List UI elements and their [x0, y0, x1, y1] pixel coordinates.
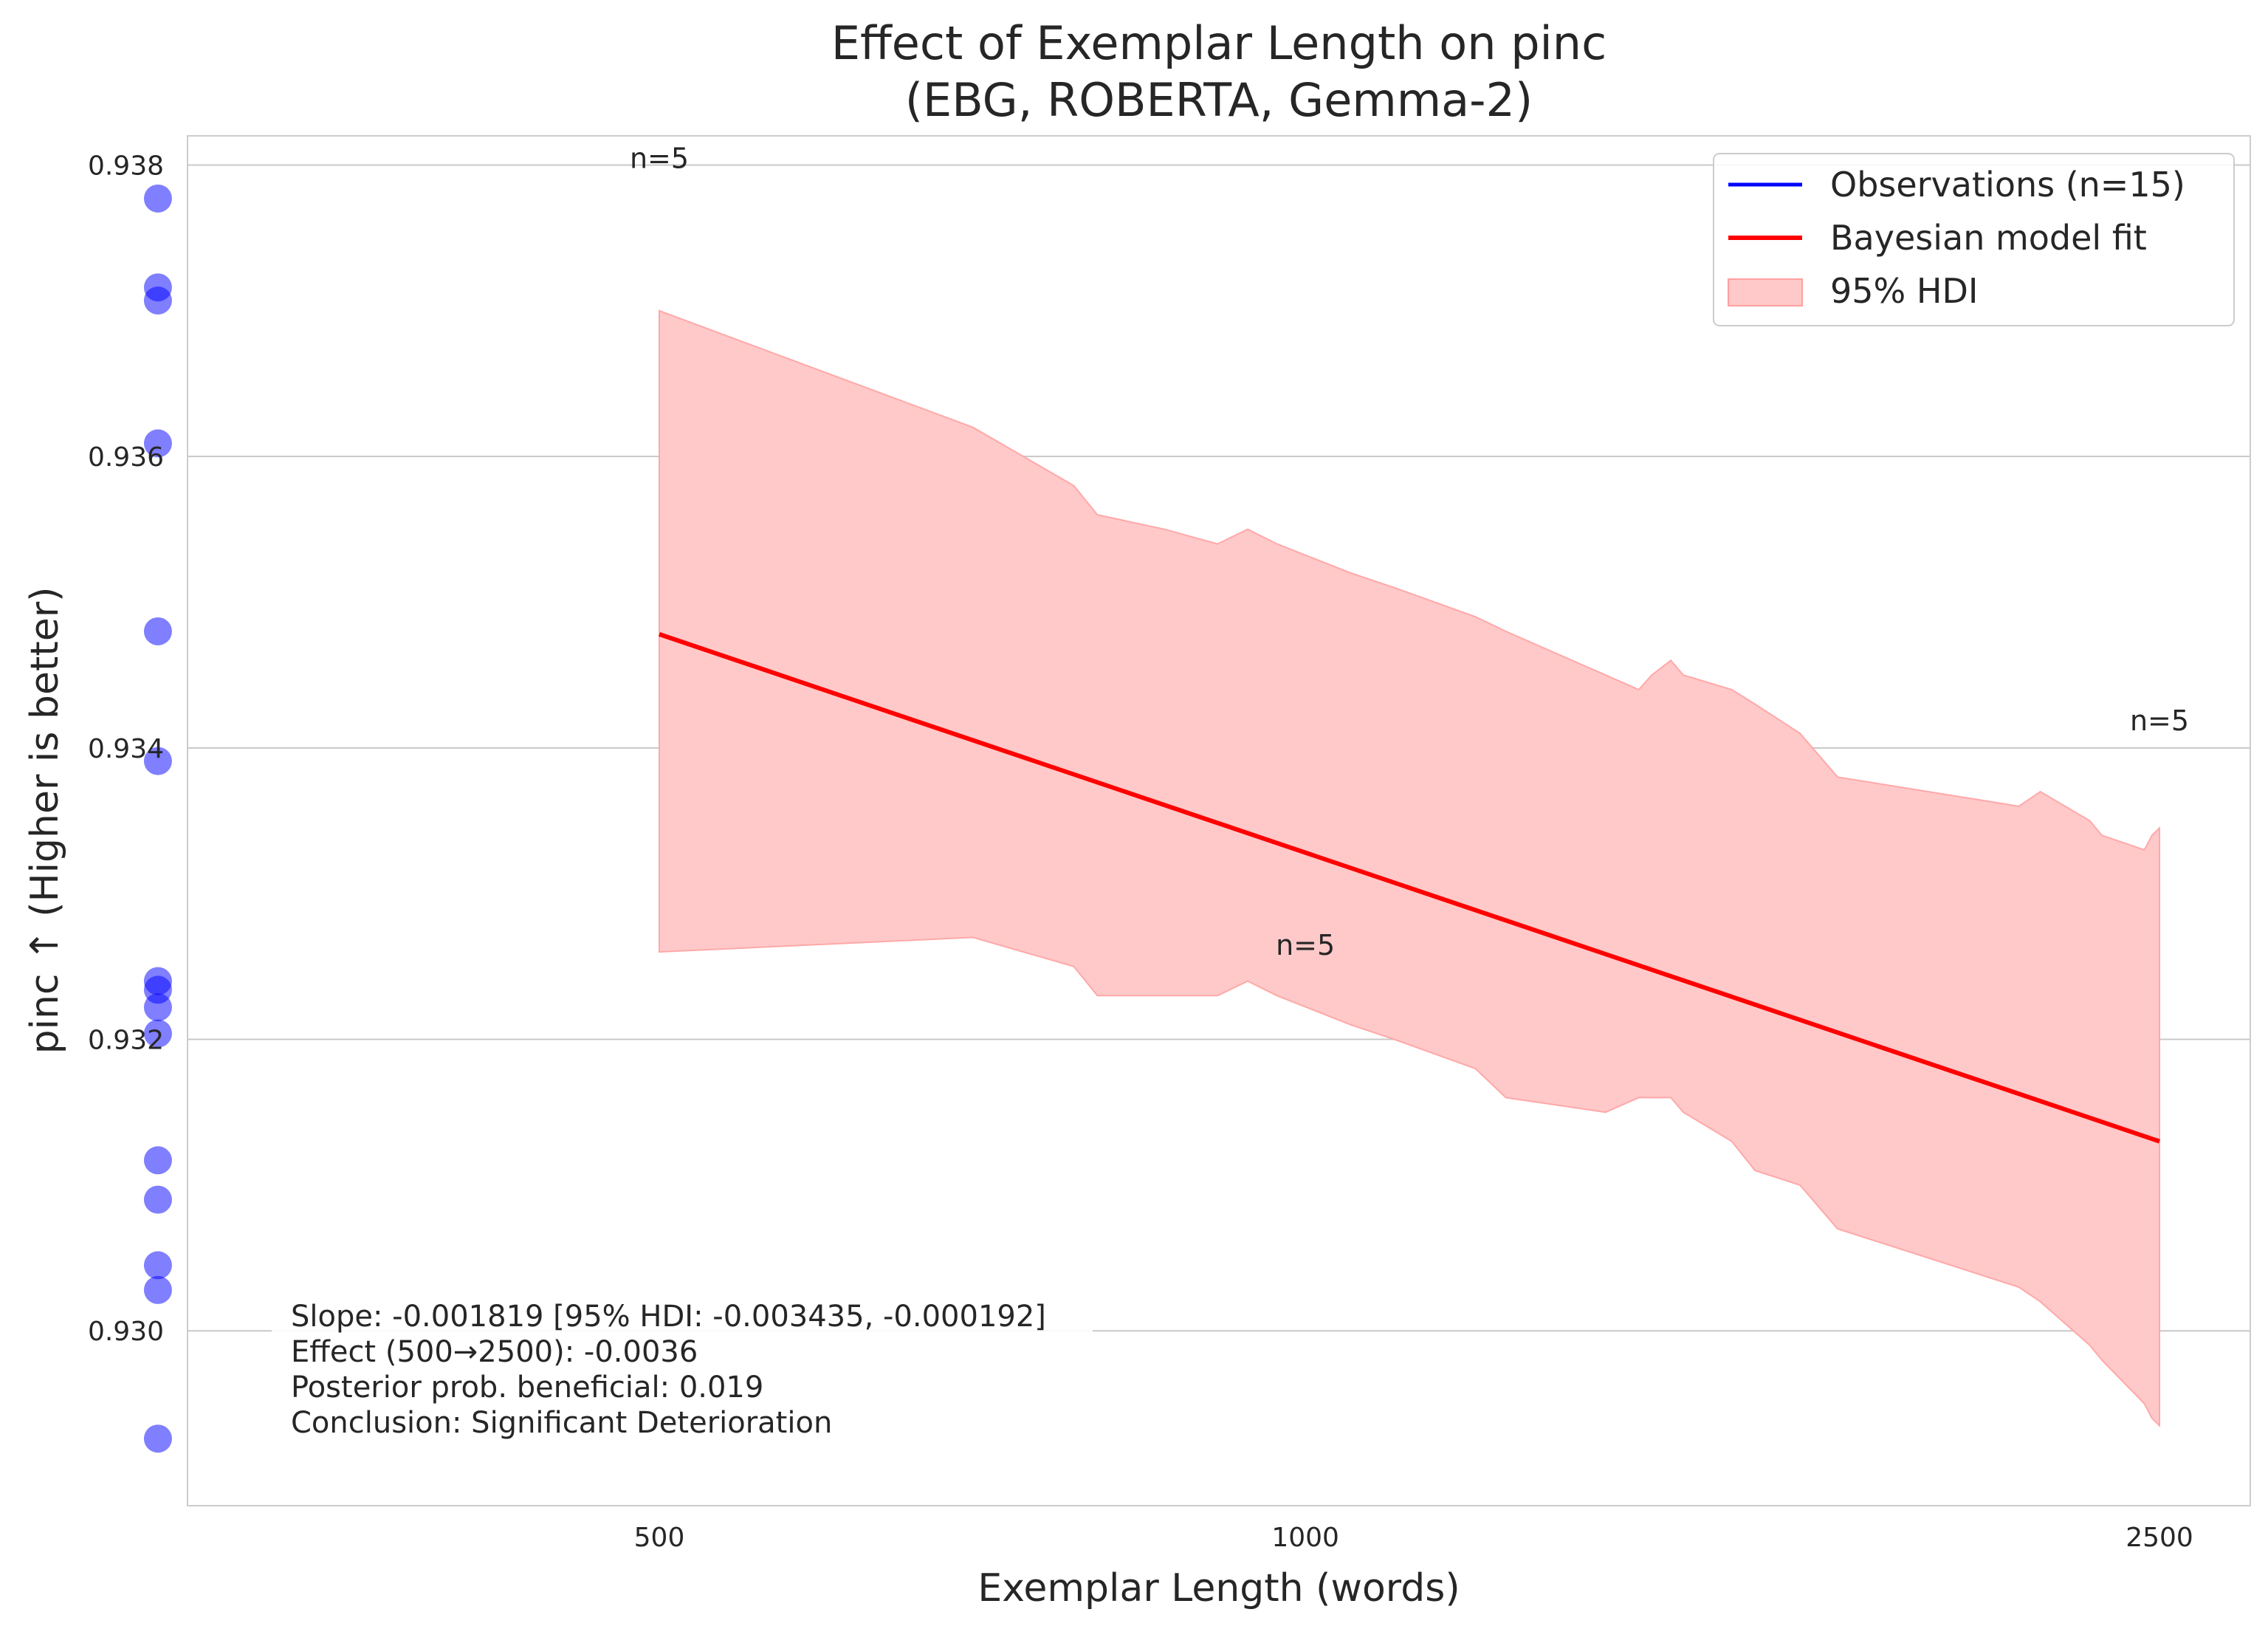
count-labels: n=5 n=5 n=5: [630, 142, 2189, 961]
count-label: n=5: [2130, 704, 2189, 737]
observation-point: [143, 1424, 172, 1453]
x-tick-label: 1000: [1271, 1523, 1339, 1553]
legend-frame: [1713, 153, 2235, 326]
stats-slope: Slope: -0.001819 [95% HDI: -0.003435, -0…: [291, 1300, 1046, 1334]
x-tick-label: 2500: [2126, 1523, 2193, 1553]
stats-box-background: [272, 1301, 1093, 1452]
y-tick-label: 0.934: [88, 734, 164, 764]
stats-box: Slope: -0.001819 [95% HDI: -0.003435, -0…: [272, 1300, 1093, 1452]
hdi-band: [659, 309, 2160, 1427]
legend-fit-label: Bayesian model fit: [1830, 218, 2147, 258]
fit-line-segment: [659, 632, 2160, 1144]
y-tick-label: 0.938: [88, 151, 164, 181]
observation-point: [143, 1146, 172, 1175]
legend-observations-label: Observations (n=15): [1830, 165, 2185, 205]
legend: Observations (n=15) Bayesian model fit 9…: [1713, 153, 2235, 326]
count-label: n=5: [1276, 929, 1335, 961]
x-tick-labels: 500 1000 2500: [634, 1523, 2193, 1553]
legend-hdi-label: 95% HDI: [1830, 271, 1978, 311]
x-axis-label: Exemplar Length (words): [977, 1566, 1460, 1611]
hdi-area: [659, 309, 2160, 1427]
y-axis-label: pinc ↑ (Higher is better): [23, 587, 67, 1054]
chart-subtitle: (EBG, ROBERTA, Gemma-2): [905, 73, 1533, 127]
fit-line: [659, 632, 2160, 1144]
observation-point: [143, 617, 172, 645]
observation-point: [143, 993, 172, 1022]
y-tick-label: 0.932: [88, 1026, 164, 1056]
observation-point: [143, 1185, 172, 1214]
x-tick-label: 500: [634, 1523, 685, 1553]
observation-point: [143, 1251, 172, 1280]
y-tick-label: 0.936: [88, 442, 164, 473]
observation-points: [143, 184, 172, 1453]
chart-title: Effect of Exemplar Length on pinc: [831, 16, 1606, 70]
observation-point: [143, 286, 172, 315]
count-label: n=5: [630, 142, 689, 174]
observation-point: [143, 747, 172, 775]
plot-frame: [187, 135, 2251, 1506]
stats-conclusion: Conclusion: Significant Deterioration: [291, 1406, 832, 1440]
stats-posterior: Posterior prob. beneficial: 0.019: [291, 1371, 763, 1405]
legend-hdi-swatch: [1728, 278, 1803, 306]
observation-point: [143, 429, 172, 458]
stats-effect: Effect (500→2500): -0.0036: [291, 1335, 698, 1369]
y-tick-labels: 0.930 0.932 0.934 0.936 0.938: [88, 151, 164, 1347]
y-tick-label: 0.930: [88, 1317, 164, 1347]
observation-point: [143, 1019, 172, 1048]
observation-point: [143, 1275, 172, 1304]
observation-point: [143, 184, 172, 213]
